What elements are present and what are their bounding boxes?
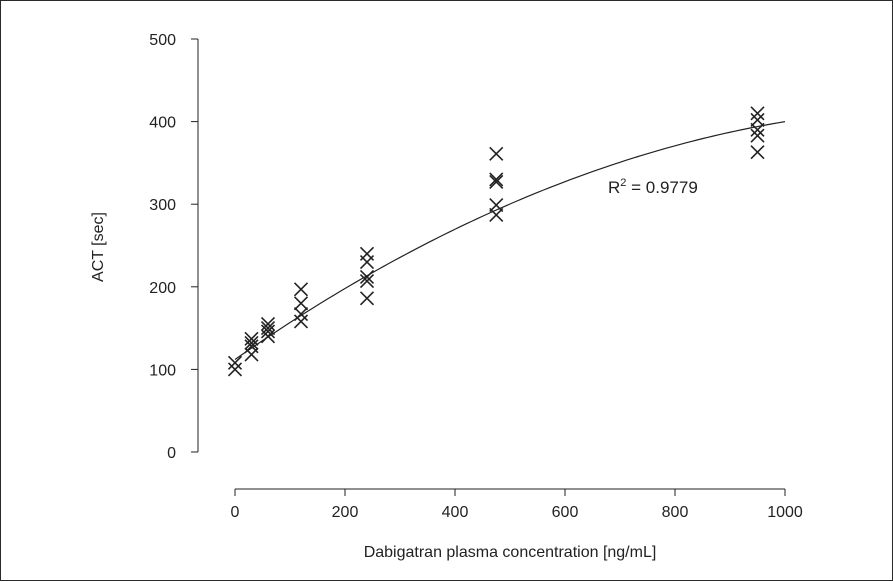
x-tick-label: 800	[662, 504, 689, 521]
data-point-marker	[489, 146, 504, 161]
data-point-marker	[750, 106, 765, 121]
y-tick-label: 300	[149, 197, 176, 214]
data-point-marker	[359, 254, 375, 270]
data-point-marker	[489, 172, 504, 187]
x-axis: 0 200 400 600 800 1000	[231, 488, 803, 521]
x-tick-label: 200	[332, 504, 359, 521]
data-point-marker	[260, 316, 276, 332]
r-squared-annotation: R2 = 0.9779	[608, 177, 698, 197]
data-point-marker	[359, 273, 375, 289]
r-squared-value: = 0.9779	[626, 178, 697, 197]
data-point-marker	[293, 306, 309, 322]
x-tick-label: 1000	[767, 504, 803, 521]
data-point-marker	[293, 314, 309, 329]
data-point-marker	[359, 269, 375, 284]
data-point-marker	[293, 296, 309, 311]
y-axis-label: ACT [sec]	[90, 212, 107, 282]
y-tick-label: 400	[149, 115, 176, 132]
r-squared-base: R	[608, 178, 620, 197]
data-points	[227, 106, 765, 377]
data-point-marker	[489, 174, 504, 189]
x-tick-label: 0	[231, 504, 240, 521]
y-tick-label: 0	[167, 445, 176, 462]
x-axis-label: Dabigatran plasma concentration [ng/mL]	[364, 544, 657, 561]
x-tick-label: 400	[442, 504, 469, 521]
data-point-marker	[244, 331, 259, 346]
y-tick-label: 200	[149, 280, 176, 297]
y-tick-label: 500	[149, 32, 176, 49]
data-point-marker	[227, 362, 243, 377]
y-tick-label: 100	[149, 362, 176, 379]
data-point-marker	[293, 282, 309, 297]
data-point-marker	[359, 291, 375, 306]
data-point-marker	[244, 335, 259, 351]
data-point-marker	[227, 355, 243, 370]
data-point-marker	[489, 197, 504, 213]
r-squared-superscript: 2	[620, 177, 626, 189]
fit-curve	[234, 121, 786, 360]
data-point-marker	[244, 347, 259, 362]
data-point-marker	[750, 145, 765, 160]
data-point-marker	[260, 329, 276, 344]
data-point-marker	[750, 112, 765, 128]
data-point-marker	[750, 128, 765, 143]
data-point-marker	[750, 122, 765, 137]
x-tick-label: 600	[552, 504, 579, 521]
data-point-marker	[260, 324, 276, 339]
y-axis: 0 100 200 300 400 500	[149, 32, 199, 462]
data-point-marker	[489, 207, 504, 223]
